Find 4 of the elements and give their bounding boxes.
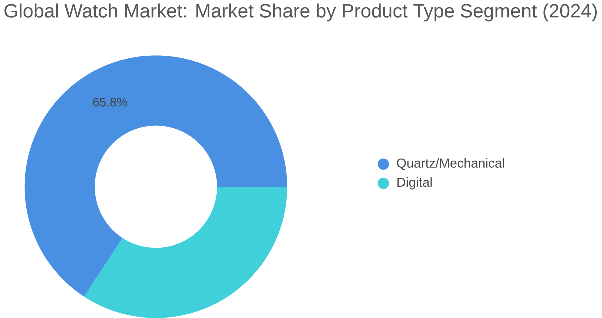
chart-title: Global Watch Market: Market Share by Product Type Segment (2024)	[4, 4, 597, 22]
legend-label: Digital	[398, 177, 432, 190]
data-label: 65.8%	[93, 98, 128, 107]
legend-label: Quartz/Mechanical	[397, 158, 504, 170]
